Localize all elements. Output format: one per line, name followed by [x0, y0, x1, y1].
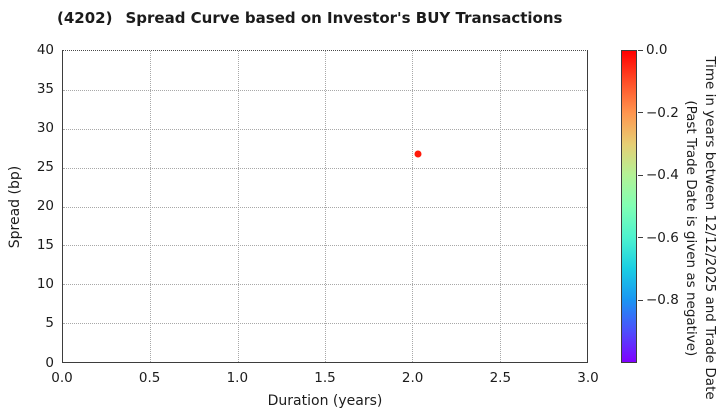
- x-tick-label: 0.5: [138, 370, 161, 386]
- colorbar-label-line1: Time in years between 12/12/2025 and Tra…: [702, 56, 718, 400]
- chart-title-text: Spread Curve based on Investor's BUY Tra…: [125, 9, 563, 27]
- x-tick-label: 3.0: [577, 370, 599, 386]
- colorbar-tick-label: −0.2: [646, 104, 679, 121]
- y-tick-label: 25: [36, 158, 54, 175]
- y-gridline: [63, 323, 587, 325]
- y-gridline: [63, 128, 587, 130]
- y-tick-label: 35: [36, 80, 54, 97]
- colorbar-tick-mark: [638, 174, 643, 176]
- y-gridline: [63, 167, 587, 169]
- colorbar-tick-label: 0.0: [646, 42, 668, 58]
- y-tick-label: 30: [36, 119, 54, 136]
- colorbar-tick-label: −0.6: [646, 229, 679, 246]
- y-tick-label: 0: [45, 354, 54, 371]
- y-tick-label: 5: [45, 315, 54, 332]
- y-gridline: [63, 206, 587, 208]
- colorbar-tick-mark: [638, 237, 643, 239]
- x-tick-label: 0.0: [51, 370, 73, 386]
- chart-title-code: (4202): [57, 9, 113, 27]
- x-tick-label: 1.5: [314, 370, 336, 386]
- colorbar-tick-mark: [638, 49, 643, 51]
- colorbar-tick-mark: [638, 112, 643, 114]
- chart-title: (4202) Spread Curve based on Investor's …: [57, 9, 562, 27]
- colorbar-label: Time in years between 12/12/2025 and Tra…: [681, 56, 719, 399]
- y-tick-label: 20: [36, 198, 54, 214]
- y-gridline: [63, 284, 587, 286]
- y-tick-label: 40: [36, 41, 54, 58]
- x-tick-label: 2.5: [489, 370, 512, 386]
- colorbar-gradient: [621, 50, 637, 363]
- plot-area: [62, 50, 588, 363]
- x-tick-label: 1.0: [226, 370, 249, 386]
- y-gridline: [63, 89, 587, 91]
- colorbar-tick-label: −0.4: [646, 167, 679, 184]
- colorbar-tick-mark: [638, 299, 643, 302]
- data-point: [414, 150, 422, 158]
- y-tick-label: 15: [36, 237, 54, 254]
- colorbar-label-line2: (Past Trade Date is given as negative): [683, 100, 699, 356]
- y-tick-label: 10: [36, 276, 54, 293]
- x-axis-label: Duration (years): [267, 393, 383, 409]
- colorbar-tick-label: −0.8: [646, 292, 679, 309]
- x-tick-label: 2.0: [401, 370, 424, 386]
- y-gridline: [63, 245, 587, 247]
